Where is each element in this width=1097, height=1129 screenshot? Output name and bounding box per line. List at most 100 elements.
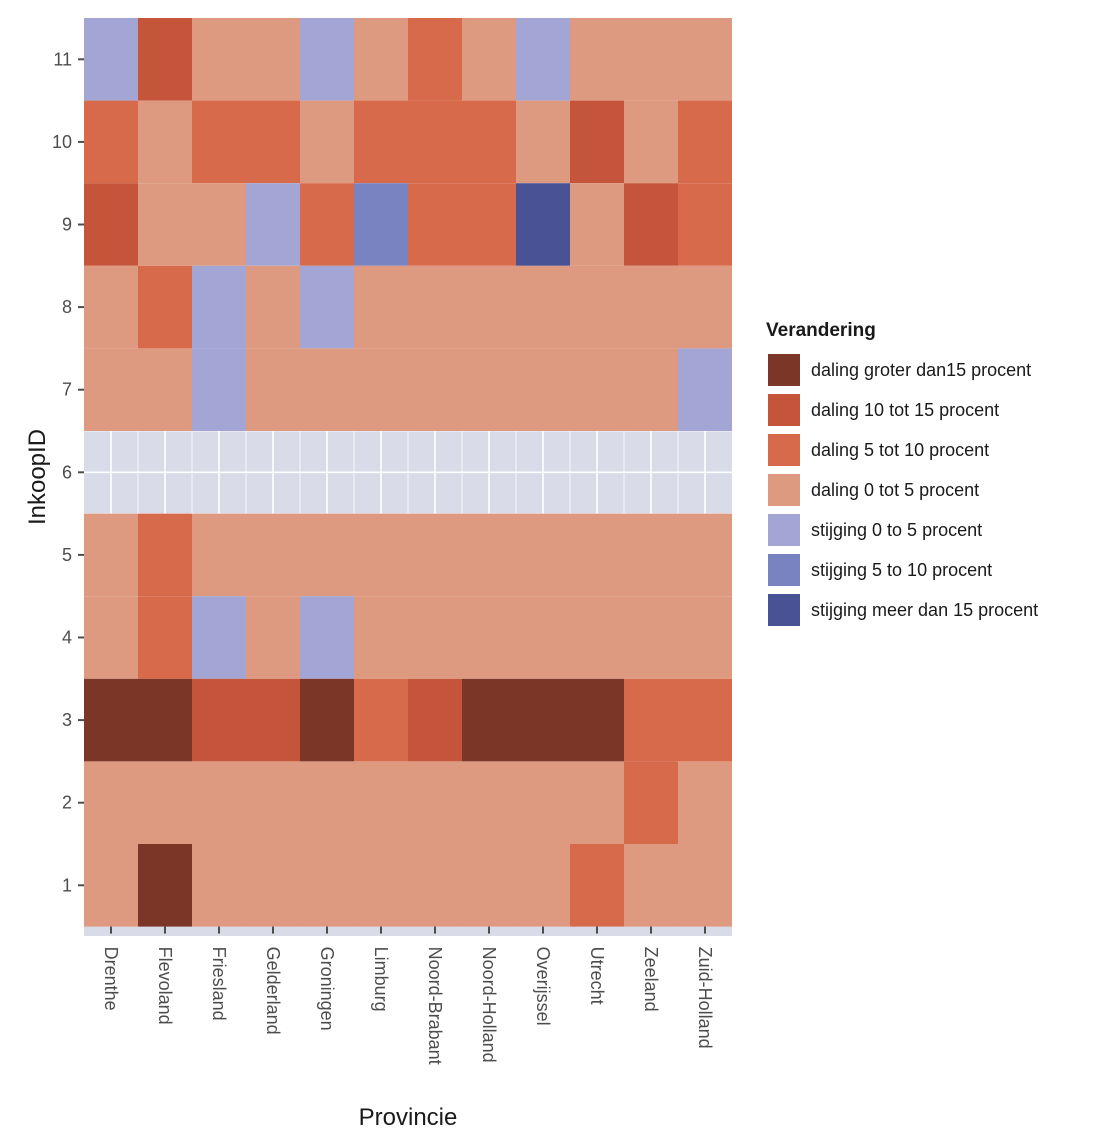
heatmap-cell [408,18,462,101]
heatmap-cell [354,265,408,349]
heatmap-cell [624,183,678,266]
heatmap-cell [354,183,408,266]
x-tick-label: Noord-Brabant [425,947,445,1065]
heatmap-cell [192,100,246,184]
heatmap-cell [84,348,138,431]
heatmap-cell [462,844,516,927]
legend-swatch [766,352,802,388]
heatmap-cell [246,844,300,927]
heatmap-cell [408,100,462,184]
heatmap-cell [570,183,624,266]
x-tick-label: Gelderland [263,947,283,1035]
y-tick-label: 2 [62,793,72,813]
heatmap-cell [138,100,192,184]
legend-label: stijging 0 to 5 procent [811,519,983,540]
heatmap-cell [408,844,462,927]
heatmap-cell [570,18,624,101]
heatmap-cell [516,678,570,762]
heatmap-cell [300,513,354,597]
heatmap-cell [192,348,246,431]
y-tick-label: 5 [62,545,72,565]
heatmap-cell [354,844,408,927]
y-tick-label: 4 [62,628,72,648]
heatmap-cell [246,596,300,679]
heatmap-cell [84,18,138,101]
legend-label: daling 5 tot 10 procent [811,439,990,460]
heatmap-cell [300,183,354,266]
axis-ticks [78,58,706,934]
y-tick-label: 7 [62,380,72,400]
heatmap-cell [408,596,462,679]
x-tick-label: Utrecht [587,947,607,1005]
heatmap-cell [84,265,138,349]
heatmap-cell [678,596,732,679]
heatmap-cell [192,844,246,927]
heatmap-cell [84,678,138,762]
heatmap-cell [516,761,570,844]
heatmap-cell [300,265,354,349]
heatmap-cell [408,761,462,844]
heatmap-cell [138,183,192,266]
heatmap-cell [678,348,732,431]
heatmap-cell [624,761,678,844]
legend-swatch [766,392,802,428]
heatmap-cell [354,761,408,844]
heatmap-cell [192,761,246,844]
legend-label: daling groter dan15 procent [811,359,1032,380]
x-tick-label: Groningen [317,947,337,1031]
heatmap-cell [516,596,570,679]
y-tick-label: 3 [62,710,72,730]
heatmap-cell [246,678,300,762]
y-tick-label: 8 [62,297,72,317]
y-axis-title: InkoopID [24,429,51,525]
y-tick-label: 9 [62,215,72,235]
heatmap-cell [84,596,138,679]
y-tick-label: 1 [62,875,72,895]
heatmap-cell [570,596,624,679]
heatmap-cell [624,844,678,927]
heatmap-cell [246,100,300,184]
heatmap-cell [678,761,732,844]
heatmap-cell [84,100,138,184]
heatmap-cell [138,513,192,597]
heatmap-cell [300,348,354,431]
legend-swatch [766,552,802,588]
heatmap-cell [462,18,516,101]
heatmap-cell [462,348,516,431]
heatmap-cells [84,18,732,927]
x-tick-label: Zuid-Holland [695,947,715,1049]
heatmap-cell [570,844,624,927]
heatmap-cell [624,18,678,101]
heatmap-cell [354,100,408,184]
x-tick-label: Zeeland [641,947,661,1012]
heatmap-cell [300,596,354,679]
legend-label: stijging meer dan 15 procent [811,599,1039,620]
heatmap-cell [462,678,516,762]
legend-title: Verandering [766,320,876,341]
heatmap-cell [570,678,624,762]
heatmap-cell [516,513,570,597]
heatmap-cell [570,513,624,597]
heatmap-cell [408,265,462,349]
legend-label: daling 0 tot 5 procent [811,479,980,500]
heatmap-cell [354,678,408,762]
heatmap-cell [624,513,678,597]
heatmap-cell [300,678,354,762]
heatmap-cell [516,18,570,101]
heatmap-cell [192,678,246,762]
heatmap-cell [354,348,408,431]
heatmap-cell [192,513,246,597]
legend-item: stijging meer dan 15 procent [766,590,1038,630]
heatmap-cell [192,18,246,101]
y-tick-labels: 1 2 3 4 5 6 7 8 9 10 11 [52,49,72,895]
legend-items: daling groter dan15 procent daling 10 tot… [766,350,1038,630]
heatmap-cell [84,844,138,927]
heatmap-cell [84,761,138,844]
x-tick-label: Flevoland [155,947,175,1025]
heatmap-cell [678,844,732,927]
heatmap-cell [570,761,624,844]
heatmap-cell [462,596,516,679]
heatmap-cell [300,761,354,844]
legend: Verandering daling groter dan15 procent d… [766,320,1038,630]
heatmap-cell [678,100,732,184]
